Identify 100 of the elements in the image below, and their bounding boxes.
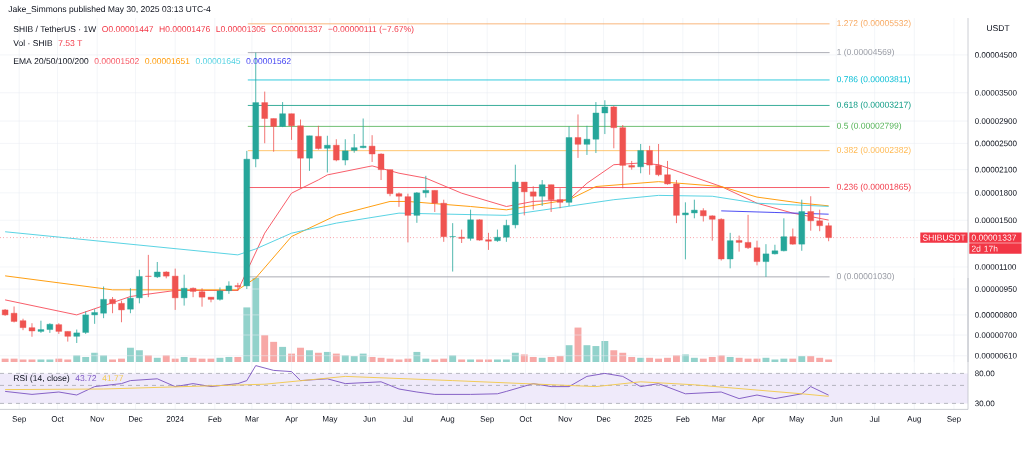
bar: [135, 350, 143, 363]
ref-line-label: 0.786 (0.00003811): [836, 75, 910, 84]
bar: [789, 358, 797, 363]
bar: [592, 346, 600, 363]
bar: [547, 356, 555, 363]
candlestick: [270, 118, 277, 153]
x-tick-label: Mar: [712, 416, 726, 422]
bar: [37, 359, 45, 363]
chart-subtitle: Jake_Simmons published May 30, 2025 03:13 UTC-4: [8, 5, 211, 14]
candlestick: [485, 232, 492, 251]
ref-line-label: SHIBUSDT: [922, 234, 966, 241]
bar: [502, 359, 510, 363]
candlestick: [351, 133, 358, 154]
bar: [243, 307, 251, 363]
bar: [118, 358, 125, 363]
annotation: H0.00001476: [159, 26, 210, 33]
bar: [422, 358, 430, 363]
bar: [46, 359, 54, 363]
ref-line-label: 0.618 (0.00003217): [836, 101, 911, 110]
candlestick: [682, 201, 689, 260]
bar: [476, 359, 483, 363]
y-tick-label: 0.00001500: [975, 217, 1017, 224]
bar: [216, 357, 224, 363]
candlestick: [458, 229, 465, 244]
bar: [708, 356, 716, 363]
bar: [1, 358, 9, 363]
x-tick-label: Nov: [90, 416, 105, 422]
candlestick: [449, 222, 456, 272]
candlestick: [521, 181, 528, 216]
bar: [64, 359, 72, 363]
series-label: 43.72: [75, 375, 97, 382]
bar: [126, 347, 134, 363]
candlestick: [601, 99, 608, 135]
bar: [10, 358, 18, 363]
bar: [655, 358, 662, 363]
bar: [771, 359, 779, 363]
bar: [100, 355, 108, 363]
candlestick: [530, 185, 537, 211]
bar: [449, 355, 457, 363]
line-series: [4, 181, 830, 291]
x-tick-label: Dec: [129, 416, 143, 422]
candlestick: [315, 125, 322, 150]
bar: [279, 346, 287, 363]
candlestick: [324, 135, 331, 173]
x-tick-label: Apr: [285, 416, 298, 424]
ref-line-label: 0 (0.00001030): [836, 272, 894, 281]
x-tick-label: May: [789, 416, 805, 424]
y-tick-label: 80.00: [975, 370, 995, 377]
bar: [735, 357, 743, 363]
legend-title: RSI (14, close): [13, 374, 70, 383]
y-tick-label: 0.00000610: [975, 352, 1017, 359]
x-tick-label: Dec: [597, 416, 611, 422]
x-tick-label: Jun: [829, 416, 843, 422]
ref-line-label: 0.5 (0.00002799): [836, 122, 902, 131]
annotation: O0.00001447: [102, 26, 154, 33]
bar: [189, 357, 197, 363]
candlestick: [145, 254, 152, 298]
text: 0.00001337: [971, 234, 1017, 241]
bar: [798, 356, 806, 363]
bar: [144, 355, 152, 363]
text: SHIB / TetherUS · 1W: [13, 25, 97, 33]
text: 0.00001651: [145, 58, 190, 65]
candlestick: [91, 308, 98, 325]
bar: [610, 350, 618, 363]
bar: [816, 357, 824, 363]
series-label: 41.77: [102, 375, 124, 382]
y-tick-label: 0.00000700: [975, 332, 1017, 338]
y-tick-label: 0.00002100: [975, 166, 1017, 173]
candlestick: [637, 143, 644, 174]
text: 0.00001502: [94, 58, 139, 65]
bar: [350, 356, 358, 363]
bar: [162, 355, 170, 363]
bar: [341, 355, 349, 363]
legend-title: EMA 20/50/100/200: [13, 57, 89, 65]
y-tick-label: 0.00002900: [975, 118, 1017, 124]
chart-title: Vol · SHIB: [13, 39, 53, 47]
bar: [583, 345, 591, 363]
bar: [744, 358, 752, 363]
candlestick: [816, 209, 823, 232]
bar: [395, 359, 403, 363]
x-tick-label: Jul: [402, 416, 413, 422]
annotation: 7.53 T: [58, 40, 83, 47]
bar: [485, 359, 492, 363]
x-tick-label: Feb: [208, 416, 222, 422]
line-series: [4, 375, 830, 397]
x-tick-label: Mar: [245, 416, 259, 422]
ref-line-label: 0.236 (0.00001865): [836, 183, 911, 192]
bar: [726, 356, 734, 363]
x-tick-label: 2024: [166, 416, 184, 422]
x-tick-label: Aug: [907, 416, 921, 424]
bar: [690, 357, 698, 363]
x-tick-label: Jul: [869, 416, 880, 422]
bar: [807, 356, 815, 363]
candlestick: [539, 179, 546, 207]
bar: [440, 358, 448, 363]
y-tick-label: 0.00002500: [975, 140, 1017, 147]
bar: [73, 355, 81, 363]
bar: [529, 356, 537, 363]
x-tick-label: 2025: [634, 416, 652, 422]
bar: [556, 356, 564, 363]
